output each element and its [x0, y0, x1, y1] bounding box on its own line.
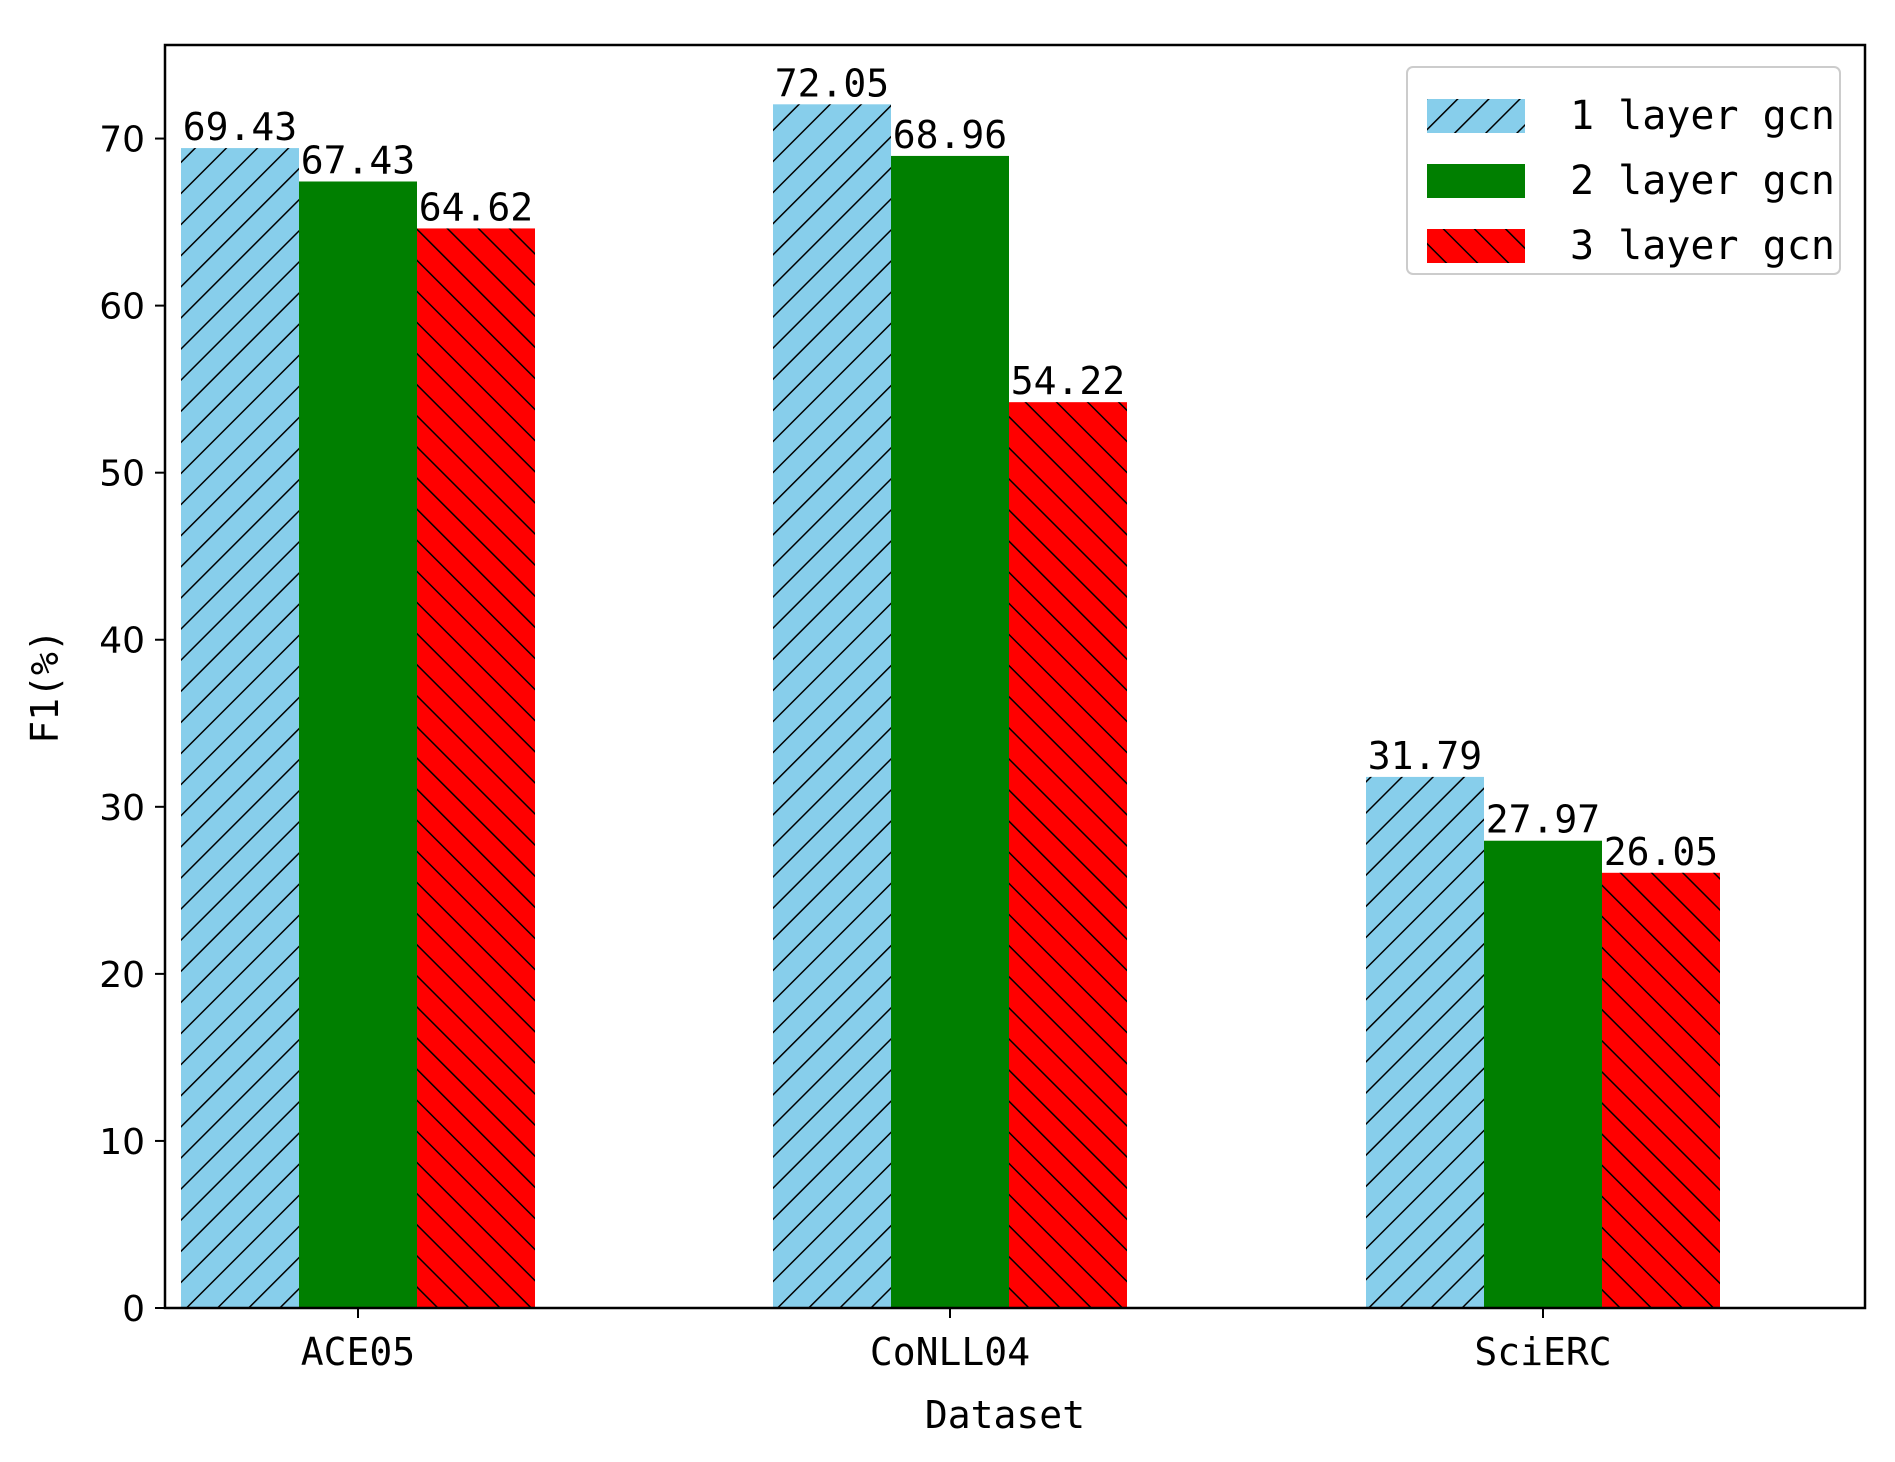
bars-layer	[181, 104, 1720, 1309]
x-tick-label-ace05: ACE05	[301, 1330, 415, 1374]
legend: 1 layer gcn 2 layer gcn 3 layer gcn	[1406, 66, 1841, 275]
x-tick-label-conll04: CoNLL04	[870, 1330, 1030, 1374]
data-label-ace05-series-3: 64.62	[419, 185, 533, 229]
legend-swatch-hatch-series-3	[1427, 229, 1525, 263]
legend-label-series-3: 3 layer gcn	[1570, 223, 1835, 269]
bar-scierc-series-2	[1484, 840, 1602, 1308]
y-tick-label-50: 50	[99, 454, 145, 495]
y-tick-label-0: 0	[122, 1289, 145, 1330]
y-tick-label-40: 40	[99, 621, 145, 662]
bar-hatch-ace05-series-3	[417, 228, 535, 1309]
x-axis-label: Dataset	[925, 1393, 1085, 1437]
y-tick-label-20: 20	[99, 955, 145, 996]
x-tick-label-scierc: SciERC	[1474, 1330, 1611, 1374]
legend-swatch-series-2	[1427, 164, 1525, 198]
bar-conll04-series-2	[891, 155, 1009, 1308]
y-tick-label-70: 70	[99, 120, 145, 161]
bar-ace05-series-2	[299, 181, 417, 1309]
bar-hatch-scierc-series-1	[1366, 776, 1484, 1308]
data-label-scierc-series-2: 27.97	[1486, 798, 1600, 842]
y-tick-label-10: 10	[99, 1122, 145, 1163]
y-axis-label: F1(%)	[23, 629, 67, 743]
data-label-conll04-series-3: 54.22	[1011, 359, 1125, 403]
legend-label-series-2: 2 layer gcn	[1570, 158, 1835, 204]
bar-hatch-conll04-series-3	[1009, 402, 1127, 1308]
bar-hatch-ace05-series-1	[181, 148, 299, 1309]
data-labels-layer: 69.43 72.05 31.79 67.43 68.96 27.97 64.62 54.22…	[183, 61, 1718, 873]
bar-hatch-scierc-series-3	[1602, 872, 1720, 1308]
data-label-ace05-series-2: 67.43	[301, 138, 415, 182]
legend-swatch-hatch-series-1	[1427, 99, 1525, 133]
y-tick-label-30: 30	[99, 788, 145, 829]
data-label-conll04-series-2: 68.96	[893, 113, 1007, 157]
y-tick-label-60: 60	[99, 287, 145, 328]
data-label-ace05-series-1: 69.43	[183, 105, 297, 149]
data-label-scierc-series-3: 26.05	[1604, 830, 1718, 874]
data-label-scierc-series-1: 31.79	[1368, 734, 1482, 778]
bar-hatch-conll04-series-1	[773, 104, 891, 1309]
axes-layer: 0 10 20 30 40 50 60 70 ACE05 CoNLL04 SciERC	[99, 43, 1867, 1374]
plot-frame	[163, 43, 1867, 1310]
legend-label-series-1: 1 layer gcn	[1570, 93, 1835, 139]
data-label-conll04-series-1: 72.05	[775, 61, 889, 105]
